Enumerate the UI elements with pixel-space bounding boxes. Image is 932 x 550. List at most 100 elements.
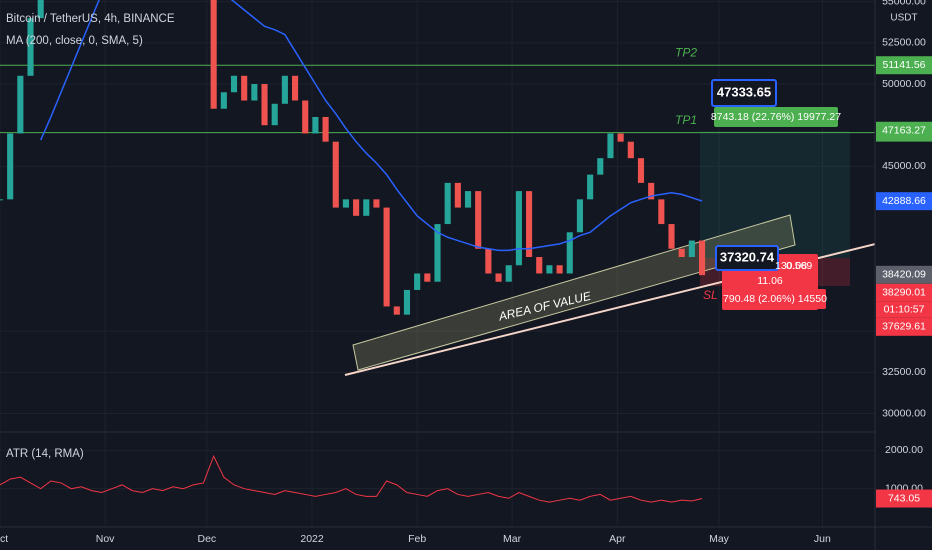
price-tag (876, 265, 932, 284)
level-name: TP1 (675, 113, 697, 127)
price-label: 38290.01 (882, 287, 926, 299)
candle (556, 265, 563, 274)
atr-line (0, 454, 703, 503)
candle (251, 84, 258, 101)
candle (597, 158, 604, 175)
candle (363, 199, 370, 216)
candle (424, 273, 431, 282)
candle (464, 191, 472, 208)
candle (0, 199, 4, 201)
candle (383, 207, 390, 307)
candle (698, 240, 706, 276)
countdown-tag (876, 301, 932, 318)
target-stats-box (714, 107, 838, 127)
candle (485, 248, 492, 274)
candle (37, 0, 44, 19)
chart-title: Bitcoin / TetherUS, 4h, BINANCE (6, 13, 175, 25)
candle (607, 133, 614, 159)
candle (617, 133, 624, 142)
x-tick-label: Jun (814, 533, 831, 545)
entry-box (715, 245, 779, 271)
candle (576, 199, 583, 233)
atr-pane (0, 454, 703, 503)
atr-last: 743.05 (888, 492, 920, 504)
y-tick-label: 45000.00 (882, 160, 926, 172)
candle (342, 199, 349, 208)
candle (210, 0, 217, 109)
candle (220, 92, 227, 109)
candle (414, 273, 421, 290)
level-label: 51141.56 (882, 59, 925, 71)
x-tick-label: Feb (408, 533, 426, 545)
candle (27, 18, 34, 76)
y-tick-label: 55000.00 (882, 0, 926, 7)
candle (566, 232, 573, 274)
candle (444, 182, 451, 225)
price-tag (876, 317, 932, 336)
price-tag (876, 192, 932, 211)
candle (7, 133, 14, 200)
stop-stats-box (724, 289, 826, 309)
atr-tag (876, 489, 932, 508)
candle (627, 141, 634, 159)
candle (526, 191, 533, 258)
x-tick-label: Oct (0, 533, 8, 545)
atr-legend: ATR (14, RMA) (6, 448, 84, 460)
candle (454, 182, 461, 208)
stop-partial: 130.08 (775, 260, 807, 272)
x-tick-label: Apr (609, 533, 626, 545)
x-tick-label: 2022 (300, 533, 324, 545)
price-label: 42888.66 (882, 195, 926, 207)
grid (0, 0, 875, 527)
candle (658, 199, 665, 225)
candle (587, 174, 594, 200)
candle (353, 199, 360, 216)
candle (495, 273, 502, 282)
countdown: 01:10:57 (884, 304, 925, 316)
target-price: 47333.65 (717, 84, 771, 99)
y-tick-label: 30000.00 (882, 407, 926, 419)
candle (668, 224, 675, 249)
candle (271, 103, 278, 126)
candle (505, 265, 512, 282)
stop-stats: 790.48 (2.06%) 14550 (723, 293, 827, 305)
target-box (711, 79, 777, 107)
price-label: 47163.27 (882, 125, 926, 137)
candle (230, 75, 238, 93)
x-tick-label: May (709, 533, 730, 545)
candle (261, 84, 268, 126)
candle (312, 116, 319, 134)
x-tick-label: Dec (198, 533, 217, 545)
candle (17, 75, 24, 134)
entry-price: 37320.74 (720, 249, 775, 264)
candle (475, 191, 482, 249)
price-label: 37629.61 (882, 321, 926, 333)
candle (434, 224, 441, 282)
candle (241, 75, 248, 101)
level-name: TP2 (675, 45, 697, 59)
candle (546, 265, 553, 274)
price-label: 38420.09 (882, 269, 926, 281)
y-tick-label: 2000.00 (885, 444, 923, 456)
plot (0, 0, 706, 315)
currency: USDT (890, 13, 917, 24)
target-zone (700, 131, 850, 258)
level-tag (876, 56, 932, 75)
y-tick-label: 52500.00 (882, 37, 926, 49)
qty: 11.06 (757, 275, 783, 287)
candle (292, 75, 299, 101)
candle (403, 289, 411, 315)
ma-line (40, 0, 703, 252)
candle (281, 75, 288, 104)
ratio: 0.569 (786, 260, 812, 272)
candle (515, 191, 522, 266)
sl-label: SL (703, 288, 718, 302)
candle (393, 306, 400, 315)
trend-line (344, 229, 932, 376)
levels: TP2 TP1 (0, 45, 875, 134)
target-stats: 8743.18 (22.76%) 19977.27 (711, 111, 841, 123)
x-tick-label: Nov (96, 533, 115, 545)
price-tag (876, 121, 932, 140)
